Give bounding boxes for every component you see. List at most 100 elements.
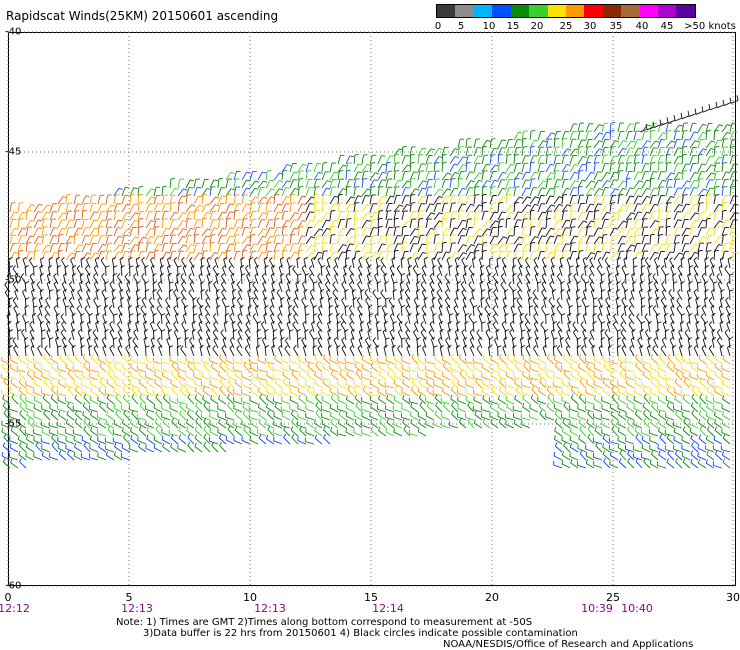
wind-barb-flag xyxy=(720,312,725,316)
wind-barb-flag xyxy=(573,123,578,125)
colorbar-swatch xyxy=(602,5,622,17)
wind-barb xyxy=(73,369,83,373)
wind-barb-flag xyxy=(615,140,620,143)
wind-barb xyxy=(653,339,659,349)
wind-barb-flag xyxy=(456,344,461,348)
wind-barb-flag xyxy=(95,288,100,292)
wind-barb-flag xyxy=(565,344,570,349)
wind-barb xyxy=(593,124,600,133)
wind-barb xyxy=(378,366,387,373)
wind-barb xyxy=(152,330,155,341)
wind-barb xyxy=(257,228,264,237)
wind-barb xyxy=(729,139,733,149)
wind-barb-flag xyxy=(27,210,32,212)
wind-barb-flag xyxy=(454,171,459,175)
wind-barb xyxy=(497,226,500,237)
wind-barb-flag xyxy=(341,297,345,301)
wind-barb-flag xyxy=(445,195,450,198)
wind-barb xyxy=(233,243,237,253)
wind-barb xyxy=(344,307,347,317)
wind-barb-flag xyxy=(525,272,530,277)
wind-barb-flag xyxy=(615,296,620,300)
wind-barb xyxy=(33,219,39,229)
wind-barb xyxy=(606,307,611,317)
wind-barb xyxy=(12,300,19,309)
wind-barb xyxy=(309,291,315,301)
wind-barb-flag xyxy=(444,297,449,301)
wind-barb-flag xyxy=(50,362,54,367)
wind-barb-flag xyxy=(341,280,345,285)
wind-barb xyxy=(607,347,611,357)
wind-barb-flag xyxy=(602,355,605,360)
wind-barb-flag xyxy=(153,364,155,369)
wind-barb xyxy=(473,195,476,205)
wind-barb-flag xyxy=(244,329,249,333)
wind-barb-flag xyxy=(125,288,130,293)
wind-barb xyxy=(309,331,315,341)
wind-barb-flag xyxy=(649,363,652,368)
wind-barb-flag xyxy=(247,212,252,215)
wind-barb-flag xyxy=(461,256,465,261)
wind-barb xyxy=(705,227,711,237)
wind-barb xyxy=(361,188,368,197)
wind-barb xyxy=(117,323,123,333)
wind-barb-flag xyxy=(694,243,699,247)
wind-barb xyxy=(548,300,555,309)
wind-barb-flag xyxy=(562,354,566,359)
wind-barb-flag xyxy=(622,187,627,190)
wind-barb-flag xyxy=(173,256,178,261)
wind-barb xyxy=(393,187,397,197)
wind-barb xyxy=(145,188,152,197)
wind-barb xyxy=(249,361,259,365)
wind-barb xyxy=(633,139,638,149)
wind-barb-flag xyxy=(551,264,555,268)
wind-barb-flag xyxy=(286,164,291,167)
wind-barb xyxy=(303,259,307,269)
wind-barb xyxy=(113,195,116,205)
wind-barb-flag xyxy=(149,251,154,253)
wind-barb-flag xyxy=(94,336,98,341)
wind-barb xyxy=(585,211,590,221)
wind-barb-flag xyxy=(269,257,273,261)
wind-barb xyxy=(329,359,339,365)
wind-barb xyxy=(697,188,704,197)
wind-barb-flag xyxy=(394,362,397,367)
wind-barb-flag xyxy=(216,304,221,308)
wind-barb xyxy=(86,299,91,309)
wind-barb xyxy=(46,323,51,333)
wind-barb xyxy=(553,131,558,141)
wind-barb xyxy=(288,267,291,277)
wind-barb xyxy=(6,275,11,285)
wind-barb xyxy=(399,291,403,301)
wind-barb-flag xyxy=(41,372,43,377)
wind-barb xyxy=(422,347,427,357)
wind-barb xyxy=(512,347,515,357)
wind-barb xyxy=(697,203,701,213)
wind-barb-flag xyxy=(455,272,460,276)
wind-barb xyxy=(293,315,299,325)
wind-barb xyxy=(657,195,662,205)
wind-barb xyxy=(309,268,315,277)
wind-barb xyxy=(281,203,286,213)
wind-barb xyxy=(167,331,171,341)
wind-barb xyxy=(180,292,187,301)
wind-barb xyxy=(169,219,174,229)
wind-barb xyxy=(721,202,724,213)
wind-barb xyxy=(367,347,371,357)
wind-barb xyxy=(345,203,351,213)
wind-barb xyxy=(521,235,526,245)
wind-barb xyxy=(370,365,379,373)
wind-barb xyxy=(385,155,391,165)
wind-barb xyxy=(553,187,556,197)
wind-barb xyxy=(281,171,284,181)
wind-barb xyxy=(514,366,523,373)
wind-barb xyxy=(117,276,123,285)
wind-barb xyxy=(393,148,400,157)
wind-barb-flag xyxy=(271,264,276,268)
wind-barb-flag xyxy=(534,304,538,309)
wind-barb-flag xyxy=(659,234,664,236)
wind-barb xyxy=(409,228,416,237)
wind-barb xyxy=(273,219,276,229)
wind-barb xyxy=(377,218,380,229)
wind-barb xyxy=(537,219,541,229)
